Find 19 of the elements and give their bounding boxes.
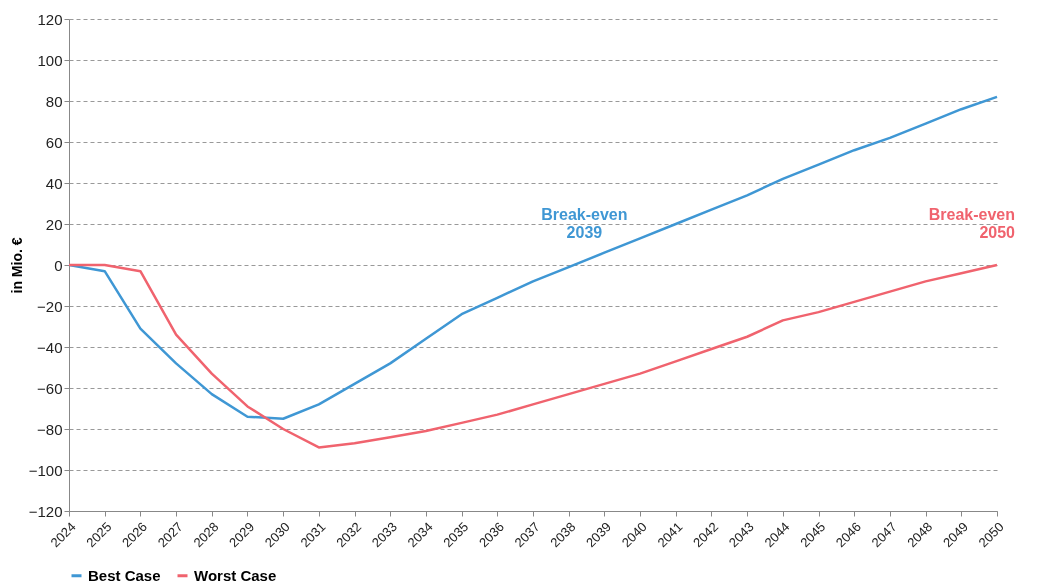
y-tick-label: 0 <box>54 256 63 274</box>
annotation: Break-even 2039 <box>541 206 628 241</box>
annotation: Break-even 2050 <box>928 206 1016 241</box>
y-tick-label: −80 <box>37 420 63 438</box>
y-tick-label: −120 <box>28 502 63 520</box>
legend-label: Worst Case <box>194 566 277 584</box>
y-tick-label: 20 <box>45 215 63 233</box>
y-tick-label: 100 <box>37 51 63 69</box>
y-tick-label: −100 <box>28 461 63 479</box>
y-tick-label: −60 <box>37 379 63 397</box>
line-series <box>67 263 999 449</box>
y-tick-label: 120 <box>37 10 63 28</box>
y-tick-label: 40 <box>45 174 63 192</box>
y-tick-label: −20 <box>37 297 63 315</box>
y-tick-label: −40 <box>37 338 63 356</box>
y-tick-label: 80 <box>45 92 63 110</box>
legend-label: Best Case <box>88 566 161 584</box>
y-axis-title: in Mio. € <box>8 237 25 294</box>
y-tick-label: 60 <box>45 133 63 151</box>
